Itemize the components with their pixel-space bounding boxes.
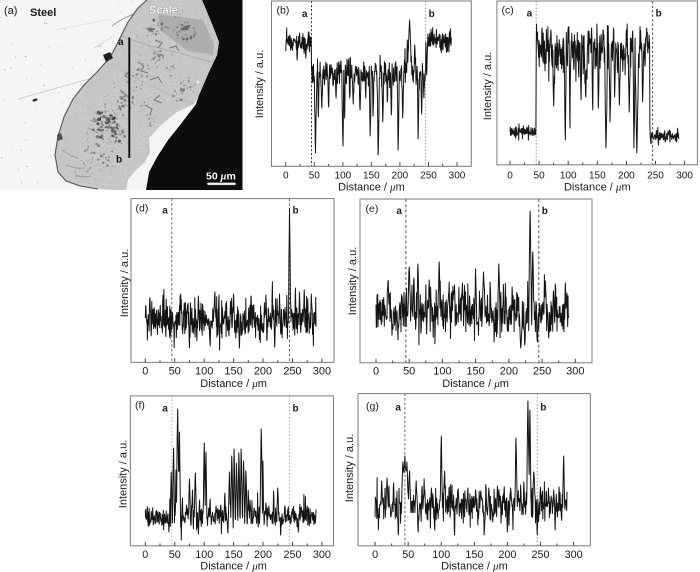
svg-text:(e): (e)	[366, 203, 379, 215]
svg-text:150: 150	[363, 170, 380, 181]
svg-text:50: 50	[403, 366, 415, 378]
svg-text:Intensity / a.u.: Intensity / a.u.	[347, 247, 359, 315]
svg-text:(a): (a)	[4, 5, 17, 17]
svg-text:250: 250	[420, 170, 437, 181]
svg-text:Intensity / a.u.: Intensity / a.u.	[344, 434, 356, 502]
svg-text:200: 200	[498, 549, 516, 561]
svg-text:200: 200	[254, 366, 272, 378]
svg-text:0: 0	[283, 170, 289, 181]
svg-text:250: 250	[283, 549, 301, 561]
svg-text:50: 50	[534, 170, 546, 181]
svg-text:300: 300	[565, 549, 583, 561]
svg-text:a: a	[118, 37, 124, 48]
svg-text:300: 300	[676, 170, 693, 181]
svg-text:200: 200	[392, 170, 409, 181]
svg-text:b: b	[656, 9, 662, 20]
svg-text:200: 200	[254, 549, 272, 561]
svg-text:Distance / μm: Distance / μm	[564, 182, 631, 194]
svg-text:b: b	[116, 155, 122, 166]
svg-text:50: 50	[169, 366, 181, 378]
svg-text:0: 0	[372, 549, 378, 561]
svg-text:200: 200	[618, 170, 635, 181]
svg-text:Intensity / a.u.: Intensity / a.u.	[254, 50, 266, 118]
svg-text:b: b	[293, 206, 299, 217]
svg-text:a: a	[527, 9, 533, 20]
svg-text:Distance / μm: Distance / μm	[200, 378, 267, 390]
svg-text:a: a	[302, 9, 308, 20]
svg-text:Intensity / a.u.: Intensity / a.u.	[119, 249, 131, 317]
svg-text:100: 100	[560, 170, 577, 181]
svg-text:300: 300	[313, 549, 331, 561]
svg-text:250: 250	[533, 366, 551, 378]
svg-text:(c): (c)	[502, 5, 514, 17]
svg-text:(g): (g)	[366, 401, 379, 413]
svg-text:Intensity / a.u.: Intensity / a.u.	[482, 52, 494, 120]
svg-text:0: 0	[142, 549, 148, 561]
svg-text:(f): (f)	[135, 400, 145, 412]
svg-text:a: a	[395, 403, 401, 414]
svg-text:b: b	[293, 404, 299, 415]
svg-text:200: 200	[500, 366, 518, 378]
svg-text:(b): (b)	[277, 5, 290, 17]
svg-text:0: 0	[373, 366, 379, 378]
svg-text:a: a	[396, 206, 402, 217]
svg-text:300: 300	[449, 170, 466, 181]
svg-text:100: 100	[195, 549, 213, 561]
svg-text:150: 150	[466, 366, 484, 378]
svg-text:a: a	[162, 206, 168, 217]
svg-text:Intensity / a.u.: Intensity / a.u.	[118, 440, 130, 508]
svg-text:300: 300	[566, 366, 584, 378]
svg-text:250: 250	[283, 366, 301, 378]
svg-text:300: 300	[313, 366, 331, 378]
svg-text:0: 0	[507, 170, 513, 181]
svg-text:150: 150	[589, 170, 606, 181]
svg-text:Scale: Scale	[149, 5, 178, 17]
svg-text:50: 50	[402, 549, 414, 561]
svg-text:150: 150	[224, 366, 242, 378]
svg-text:50: 50	[309, 170, 321, 181]
svg-text:Steel: Steel	[30, 7, 56, 19]
svg-text:100: 100	[432, 549, 450, 561]
svg-text:50: 50	[169, 549, 181, 561]
svg-text:Distance / μm: Distance / μm	[338, 182, 405, 194]
svg-text:Distance / μm: Distance / μm	[441, 560, 508, 572]
svg-text:150: 150	[465, 549, 483, 561]
svg-text:100: 100	[195, 366, 213, 378]
svg-text:250: 250	[647, 170, 664, 181]
svg-text:150: 150	[225, 549, 243, 561]
svg-text:b: b	[542, 206, 548, 217]
svg-text:250: 250	[531, 549, 549, 561]
svg-text:100: 100	[335, 170, 352, 181]
svg-text:a: a	[162, 404, 168, 415]
svg-text:b: b	[429, 9, 435, 20]
svg-text:Distance / μm: Distance / μm	[442, 378, 509, 390]
svg-text:b: b	[540, 403, 546, 414]
svg-text:(d): (d)	[136, 203, 149, 215]
svg-text:0: 0	[142, 366, 148, 378]
svg-text:100: 100	[433, 366, 451, 378]
svg-text:50 μm: 50 μm	[206, 171, 236, 183]
svg-text:Distance / μm: Distance / μm	[200, 560, 267, 572]
